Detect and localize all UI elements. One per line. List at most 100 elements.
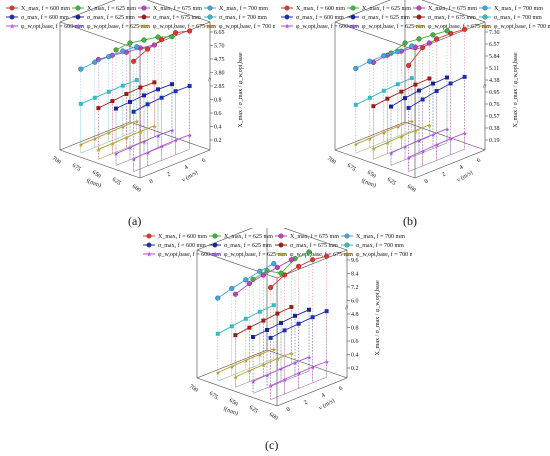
data-point: ★ [265,373,270,380]
legend-marker [212,233,218,239]
panel-label-a: (a) [128,214,142,228]
legend-marker [141,14,147,20]
legend-marker [482,14,488,20]
data-point [434,36,440,42]
x-tick-label: 650 [91,170,102,180]
series-line [408,132,465,158]
data-point [409,76,414,81]
legend-marker [146,233,152,239]
data-point: ★ [96,147,101,154]
data-point: ★ [142,139,147,146]
data-point [406,105,411,110]
floor-edge [266,349,348,379]
data-point [134,44,140,50]
legend-label: φ_w,opt,base, f = 625 mm [224,251,287,258]
data-point [233,333,238,338]
data-point [420,97,425,102]
legend-marker [9,14,15,20]
z-tick-label: 0.57 [489,114,500,120]
data-point [448,30,454,36]
legend-label: φ_w,opt,base, f = 675 mm [428,23,491,30]
data-point: ★ [395,124,400,131]
data-point [110,99,115,104]
data-point [385,96,390,101]
z-tick-label: 0.38 [489,126,500,132]
x-axis-label: f(mm) [222,405,239,417]
data-point [145,46,151,52]
floor-edge [334,149,416,179]
data-point [243,316,248,321]
chart-c: X_max, f = 600 mm X_max, f = 625 mm X_max,… [143,228,412,422]
data-point [152,80,157,85]
z-tick-label: 5.70 [214,44,225,50]
legend-marker [207,5,213,11]
series-line [115,129,173,155]
legend-marker [416,14,422,20]
y-tick-label: 0 [286,407,292,414]
data-point [399,89,404,94]
box-top-edge [196,228,253,251]
data-point: ★ [268,383,273,390]
legend-label: σ_max, f = 675 mm [153,14,201,21]
x-tick-label: 675 [71,163,82,173]
legend-marker [284,5,290,11]
data-point: ★ [173,138,178,145]
legend-label: X_max, f = 625 mm [87,5,136,12]
data-point [187,84,192,89]
z-tick-label: 8.4 [351,272,359,278]
data-point [151,42,157,48]
data-point: ★ [128,145,133,152]
floor-projection-line [355,130,412,154]
z-tick-label: 4.38 [489,78,500,84]
data-point: ★ [233,374,238,381]
legend-star-marker: ★ [141,23,147,31]
data-point [134,78,139,83]
x-tick-label: 650 [228,398,239,408]
data-point: ★ [431,132,436,139]
series-line [98,125,155,150]
legend-label: σ_max, f = 625 mm [87,14,135,21]
legend-label: φ_w,opt,base, f = 700 mm [356,251,412,258]
y-tick-label: 6 [201,158,207,165]
data-point [288,257,294,263]
legend-star-marker: ★ [146,251,152,259]
data-point [159,95,164,100]
box-top-edge [59,0,116,23]
legend-marker [344,233,350,239]
x-tick-label: 625 [248,405,259,415]
data-point [310,315,315,320]
z-tick-label: 2.85 [214,84,225,90]
data-point: ★ [120,124,125,131]
z-tick-label: 5.84 [489,54,500,60]
data-point [251,335,255,339]
series-line [355,120,412,145]
legend-label: σ_max, f = 600 mm [158,242,206,249]
y-tick-label: 2 [303,400,309,407]
data-point: ★ [261,362,266,369]
data-point [173,30,179,36]
legend-label: X_max, f = 600 mm [21,5,70,12]
legend-label: σ_max, f = 600 mm [21,14,69,21]
box-top-edge [334,0,391,23]
z-axis-label: X_max / σ_max / φ_w,opt,base [238,52,244,128]
data-point [124,92,129,97]
data-point: ★ [413,128,418,135]
data-point: ★ [445,126,450,133]
data-point [215,295,221,301]
data-point [268,335,273,340]
legend-marker [141,5,147,11]
x-tick-label: 600 [268,412,279,422]
legend-star-marker: ★ [212,251,218,259]
data-point: ★ [371,146,376,153]
data-point: ★ [114,151,119,158]
legend-marker [9,5,15,11]
data-point [106,89,111,94]
box-top-edge [283,228,348,251]
data-point: ★ [409,118,414,125]
data-point: ★ [247,368,252,375]
x-tick-label: 600 [131,184,142,194]
floor-projection-line [115,142,173,166]
z-tick-label: 0.6 [351,339,359,345]
data-point [434,89,439,93]
data-point [246,281,252,287]
